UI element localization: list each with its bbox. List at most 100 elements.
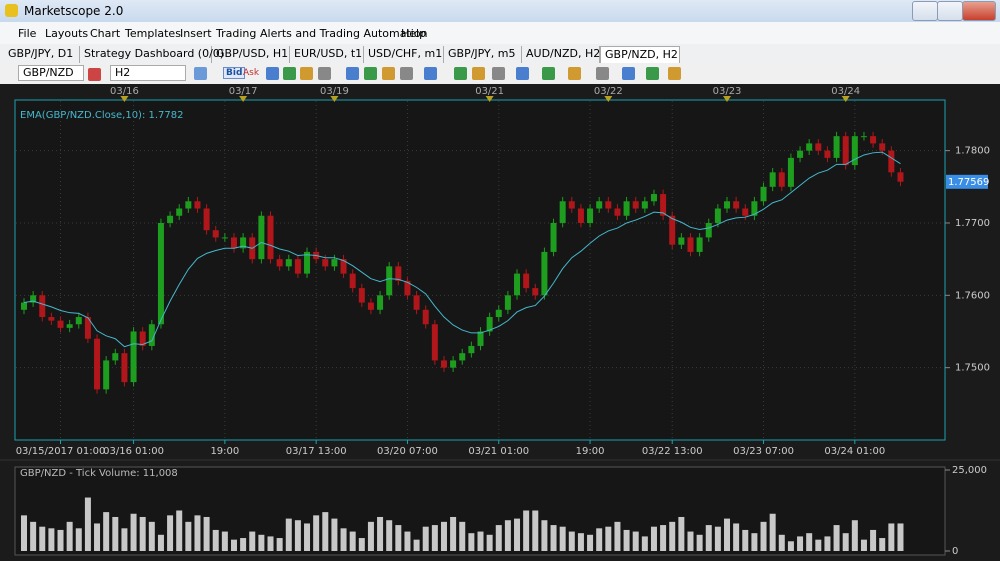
volume-bar [185,521,192,551]
tool-icon[interactable] [492,67,505,80]
ask-button[interactable]: Ask [243,68,260,78]
volume-bar [605,526,612,551]
candle-body [650,194,657,202]
candle-body [833,136,840,158]
candle-body [568,201,575,209]
candle-body [413,295,420,310]
candle-body [431,324,438,361]
volume-bar [742,529,749,551]
bid-button[interactable]: Bid [223,67,246,79]
volume-bar [285,518,292,551]
tool-icon[interactable] [382,67,395,80]
candle-body [440,360,447,368]
tool-icon[interactable] [668,67,681,80]
tool-icon[interactable] [472,67,485,80]
volume-bar [377,516,384,551]
volume-bar [842,533,849,551]
menu-item[interactable]: Alerts and Trading Automation [260,27,428,40]
candle-body [687,237,694,252]
candle-body [541,251,548,296]
menu-item[interactable]: Trading [216,27,257,40]
candle-body [185,201,192,209]
tool-icon[interactable] [194,67,207,80]
tool-icon[interactable] [424,67,437,80]
day-label: 03/16 [110,86,139,97]
day-marker [485,96,494,102]
volume-bar [550,525,557,551]
candle-body [39,295,46,318]
symbol-dropdown[interactable]: GBP/NZD [18,65,84,81]
tab[interactable]: USD/CHF, m1 [364,46,444,63]
volume-bar [696,534,703,551]
candle-body [267,215,274,260]
tab[interactable]: GBP/NZD, H2 [600,46,680,63]
candle-body [103,360,110,390]
volume-bar [30,521,37,551]
tool-icon[interactable] [568,67,581,80]
tool-icon[interactable] [622,67,635,80]
tool-icon[interactable] [646,67,659,80]
candle-body [842,136,849,166]
tool-icon[interactable] [542,67,555,80]
candle-body [495,309,502,318]
day-label: 03/23 [713,86,742,97]
tab[interactable]: Strategy Dashboard (0/0) [80,46,224,63]
timeframe-dropdown[interactable]: H2 [110,65,186,81]
maximize-button[interactable] [937,1,963,21]
tool-icon[interactable] [596,67,609,80]
menu-item[interactable]: Templates [125,27,181,40]
volume-bar [194,515,201,551]
candle-body [66,324,73,328]
menu-item[interactable]: Layouts [45,27,89,40]
close-button[interactable] [962,1,996,21]
menu-item[interactable]: Insert [180,27,212,40]
tool-icon[interactable] [88,68,101,81]
tab[interactable]: GBP/JPY, m5 [444,46,522,63]
candle-body [57,320,64,328]
tool-icon[interactable] [454,67,467,80]
volume-bar [221,531,228,551]
tab[interactable]: GBP/USD, H1 [212,46,290,63]
volume-bar [577,533,584,551]
candle-body [331,259,338,267]
candle-body [559,201,566,223]
menu-item[interactable]: File [18,27,37,40]
tool-icon[interactable] [283,67,296,80]
candle-body [148,324,155,346]
toolbar: GBP/NZD H2 Bid Ask [0,64,1000,84]
volume-bar [860,539,867,551]
x-tick-label: 03/16 01:00 [103,446,164,457]
candle-body [577,208,584,223]
tab[interactable]: AUD/NZD, H2 [522,46,600,63]
x-tick-label: 03/23 07:00 [733,446,794,457]
candle-body [787,157,794,187]
tool-icon[interactable] [346,67,359,80]
volume-bar [203,516,210,551]
volume-bar [39,526,46,551]
candle-body [75,317,82,325]
candle-body [897,172,904,182]
candle-body [669,215,676,245]
volume-bar [157,534,164,551]
volume-bar [230,539,237,551]
volume-bar [851,520,858,551]
candle-body [358,288,365,303]
tool-icon[interactable] [300,67,313,80]
menu-item[interactable]: Chart [90,27,121,40]
y-tick-label: 1.7600 [955,290,990,301]
tool-icon[interactable] [318,67,331,80]
x-tick-label: 03/20 07:00 [377,446,438,457]
tool-icon[interactable] [516,67,529,80]
menu-item[interactable]: Help [401,27,427,40]
tab[interactable]: GBP/JPY, D1 [4,46,80,63]
tab[interactable]: EUR/USD, t1 [290,46,364,63]
tool-icon[interactable] [266,67,279,80]
candle-body [221,237,228,239]
tool-icon[interactable] [400,67,413,80]
candle-body [806,143,813,151]
volume-bar [148,521,155,551]
last-price-label: 1.77569 [948,177,989,188]
volume-bar [103,512,110,551]
minimize-button[interactable] [912,1,938,21]
tool-icon[interactable] [364,67,377,80]
